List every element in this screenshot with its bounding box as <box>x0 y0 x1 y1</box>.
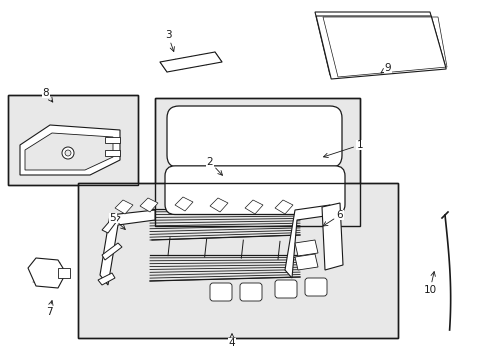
Polygon shape <box>321 203 342 270</box>
Bar <box>155 98 359 226</box>
Polygon shape <box>294 240 317 256</box>
Text: 2: 2 <box>206 157 222 175</box>
FancyBboxPatch shape <box>171 172 338 208</box>
Polygon shape <box>140 198 158 212</box>
Polygon shape <box>115 200 133 214</box>
FancyBboxPatch shape <box>167 106 341 167</box>
Circle shape <box>65 150 71 156</box>
Bar <box>78 183 397 338</box>
Text: 5: 5 <box>109 213 125 229</box>
Polygon shape <box>285 205 331 278</box>
Text: 7: 7 <box>45 301 53 317</box>
Circle shape <box>62 147 74 159</box>
FancyBboxPatch shape <box>274 280 296 298</box>
FancyBboxPatch shape <box>305 278 326 296</box>
Text: 1: 1 <box>323 140 363 158</box>
Bar <box>8 95 138 185</box>
Text: 8: 8 <box>42 88 53 102</box>
Polygon shape <box>175 197 193 211</box>
Text: 9: 9 <box>380 63 390 73</box>
Polygon shape <box>28 258 66 288</box>
Text: 10: 10 <box>423 271 436 295</box>
Bar <box>105 137 120 143</box>
Text: 4: 4 <box>228 334 235 348</box>
FancyBboxPatch shape <box>168 169 341 211</box>
Bar <box>155 98 359 226</box>
Bar <box>8 95 138 185</box>
Polygon shape <box>209 198 227 212</box>
Bar <box>78 183 397 338</box>
Bar <box>58 268 70 278</box>
Polygon shape <box>316 16 445 79</box>
Polygon shape <box>102 243 122 260</box>
Text: 6: 6 <box>323 210 343 226</box>
Polygon shape <box>102 215 120 233</box>
FancyBboxPatch shape <box>240 283 262 301</box>
FancyBboxPatch shape <box>173 112 335 161</box>
Polygon shape <box>98 273 115 285</box>
Polygon shape <box>244 200 263 214</box>
Polygon shape <box>294 254 317 270</box>
Polygon shape <box>274 200 292 214</box>
Bar <box>105 150 120 156</box>
FancyBboxPatch shape <box>170 109 338 165</box>
Polygon shape <box>20 125 120 175</box>
Polygon shape <box>314 12 444 75</box>
FancyBboxPatch shape <box>164 166 345 215</box>
Polygon shape <box>100 210 155 285</box>
FancyBboxPatch shape <box>209 283 231 301</box>
Polygon shape <box>160 52 222 72</box>
Text: 3: 3 <box>164 30 174 51</box>
Polygon shape <box>25 133 113 170</box>
